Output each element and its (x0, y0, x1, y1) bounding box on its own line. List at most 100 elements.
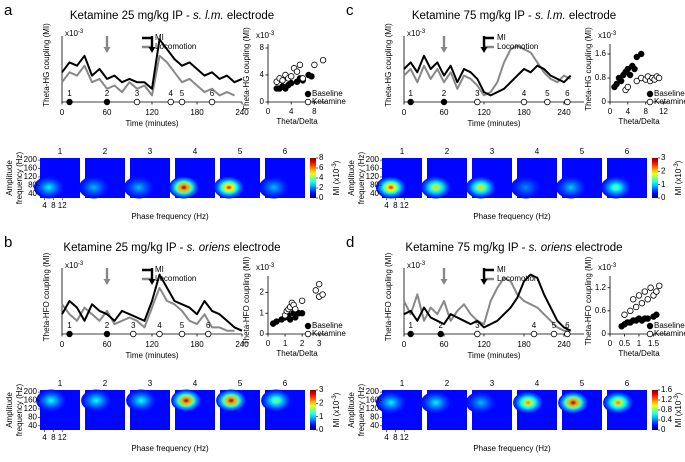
y-tick-label: 0.6 (595, 306, 607, 315)
epoch-marker (66, 330, 73, 338)
epoch-marker (130, 330, 137, 338)
panel-title: Ketamine 75 mg/kg IP - s. oriens electro… (405, 242, 622, 254)
epoch-label: 4 (157, 321, 162, 330)
epoch-label: 6 (565, 89, 570, 98)
x-tick-label: 240 (557, 108, 571, 117)
colorbar-label: MI (x10-3) (332, 392, 342, 427)
scatter-point (638, 299, 646, 307)
y-tick-label: 120 (366, 404, 380, 413)
coupling-peak (78, 176, 109, 199)
colorbar-label: MI (x10-3) (674, 392, 684, 427)
x-axis-label: Time (minutes) (467, 119, 520, 128)
series-line (403, 54, 572, 97)
epoch-marker (530, 330, 538, 338)
y-exponent: x10-3 (65, 29, 84, 39)
epoch-marker (178, 330, 186, 338)
x-tick-label: 8 (393, 433, 398, 442)
epoch-label: 4 (532, 321, 537, 330)
x-axis-label: Time (minutes) (125, 351, 178, 360)
epoch-label: 3 (475, 89, 480, 98)
colorbar-tick-label: 0 (661, 425, 666, 434)
scatter-point (632, 303, 640, 311)
x-axis-label: Theta/Delta (276, 117, 318, 126)
y-axis-label: Theta-HFO coupling (MI) (584, 256, 593, 345)
colorbar-tick-label: 0 (661, 193, 666, 202)
y-axis-label: Amplitude (347, 392, 356, 428)
scatter-point (653, 288, 660, 295)
y-tick-label: 40 (370, 189, 379, 198)
x-tick-label: 180 (190, 108, 204, 117)
exponent-power: -3 (78, 29, 84, 35)
scatter-point (617, 77, 625, 85)
y-exponent: x10-3 (65, 261, 84, 271)
epoch-marker (564, 98, 571, 106)
colorbar-tick-label: 4 (319, 173, 324, 182)
colorbar-label: MI (x10-3) (674, 160, 684, 195)
legend-marker (646, 330, 654, 338)
x-tick-label: 0.5 (619, 339, 631, 348)
x-tick-label: 4 (42, 433, 47, 442)
y-axis-label: frequency (Hz) (15, 151, 24, 204)
panel-letter: c (346, 2, 354, 19)
map-label: 4 (193, 379, 198, 388)
exponent-power: -3 (269, 263, 275, 269)
y-tick-label: 160 (24, 396, 38, 405)
y-tick-label: 160 (366, 164, 380, 173)
y-exponent: x10-3 (407, 29, 426, 39)
colorbar-label-part: MI (x10 (674, 400, 683, 427)
series-line (61, 286, 235, 332)
coupling-peak (420, 391, 451, 414)
exponent-base: x10 (598, 31, 611, 40)
scatter-point (627, 307, 634, 315)
title-part: electrode (224, 10, 275, 22)
colorbar-tick-label: 3 (319, 385, 324, 394)
map-label: 2 (103, 379, 108, 388)
y-tick-label: 1.6 (595, 49, 607, 58)
legend-label: Ketamine (312, 329, 346, 338)
x-tick-label: 0 (608, 339, 613, 348)
y-axis-label: frequency (Hz) (357, 383, 366, 436)
x-tick-label: 1 (283, 339, 288, 348)
epoch-marker (167, 98, 174, 106)
series-line (61, 54, 235, 97)
x-tick-label: 1 (637, 339, 642, 348)
x-tick-label: 2 (300, 339, 305, 348)
event-arrow (440, 36, 448, 53)
colorbar-tick-label: 6 (319, 163, 324, 172)
epoch-label: 4 (522, 89, 527, 98)
epoch-marker (407, 98, 414, 106)
exponent-power: -3 (611, 31, 617, 37)
exponent-power: -3 (78, 261, 84, 267)
epoch-marker (178, 98, 186, 106)
x-tick-label: 8 (393, 201, 398, 210)
y-tick-label: 80 (370, 412, 379, 421)
y-axis-label: Theta-HG coupling (MI) (42, 23, 51, 107)
x-tick-label: 180 (517, 340, 531, 349)
colorbar-tick-label: 2 (319, 183, 324, 192)
legend-label: MI (497, 265, 506, 274)
title-part: Ketamine 25 mg/kg IP - (63, 242, 186, 254)
map-label: 1 (400, 379, 405, 388)
legend-label: Locomotion (155, 42, 196, 51)
x-axis-label: Theta/Delta (618, 349, 660, 358)
epoch-label: 3 (131, 321, 136, 330)
y-tick-label: 200 (366, 155, 380, 164)
epoch-marker (550, 330, 558, 338)
scatter-point (296, 61, 304, 69)
legend-label: Ketamine (312, 97, 346, 106)
scatter-point (631, 65, 638, 73)
colorbar-tick-label: 1.2 (661, 395, 673, 404)
x-tick-label: 4 (384, 433, 389, 442)
epoch-label: 5 (180, 321, 185, 330)
x-tick-label: 0 (266, 339, 271, 348)
epoch-marker (103, 98, 111, 106)
y-tick-label: 160 (366, 396, 380, 405)
scatter-point (624, 83, 632, 91)
colorbar-label-part: -3 (332, 163, 338, 169)
map-label: 6 (625, 379, 630, 388)
map-label: 5 (238, 147, 243, 156)
coupling-peak (555, 176, 586, 199)
colorbar-tick-label: 0 (319, 193, 324, 202)
title-part: electrode (566, 10, 617, 22)
